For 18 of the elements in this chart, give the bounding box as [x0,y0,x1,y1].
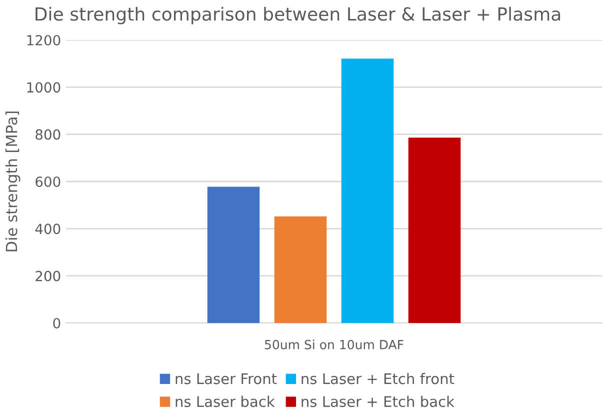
bar [274,216,327,323]
y-tick-label: 400 [35,224,60,234]
bar [207,186,260,323]
y-tick-label: 200 [36,270,60,282]
x-tick-label: 50um Si on 10um DAF [264,340,404,350]
bar [341,58,394,323]
y-tick-label: 1000 [27,82,60,93]
legend-label: ns Laser + Etch back [302,396,454,408]
chart-title: Die strength comparison between Laser & Laser + Plasma [36,6,560,24]
y-axis-title: Die strength [MPa] [5,112,20,252]
y-tick-label: 600 [36,176,60,187]
legend-label: ns Laser back [176,396,275,408]
legend-label: ns Laser + Etch front [302,372,454,384]
y-tick-label: 800 [36,129,60,140]
y-tick-label: 0 [53,318,60,328]
bar [408,138,461,323]
y-tick-label: 1200 [27,34,60,46]
legend-label: ns Laser Front [176,373,277,384]
